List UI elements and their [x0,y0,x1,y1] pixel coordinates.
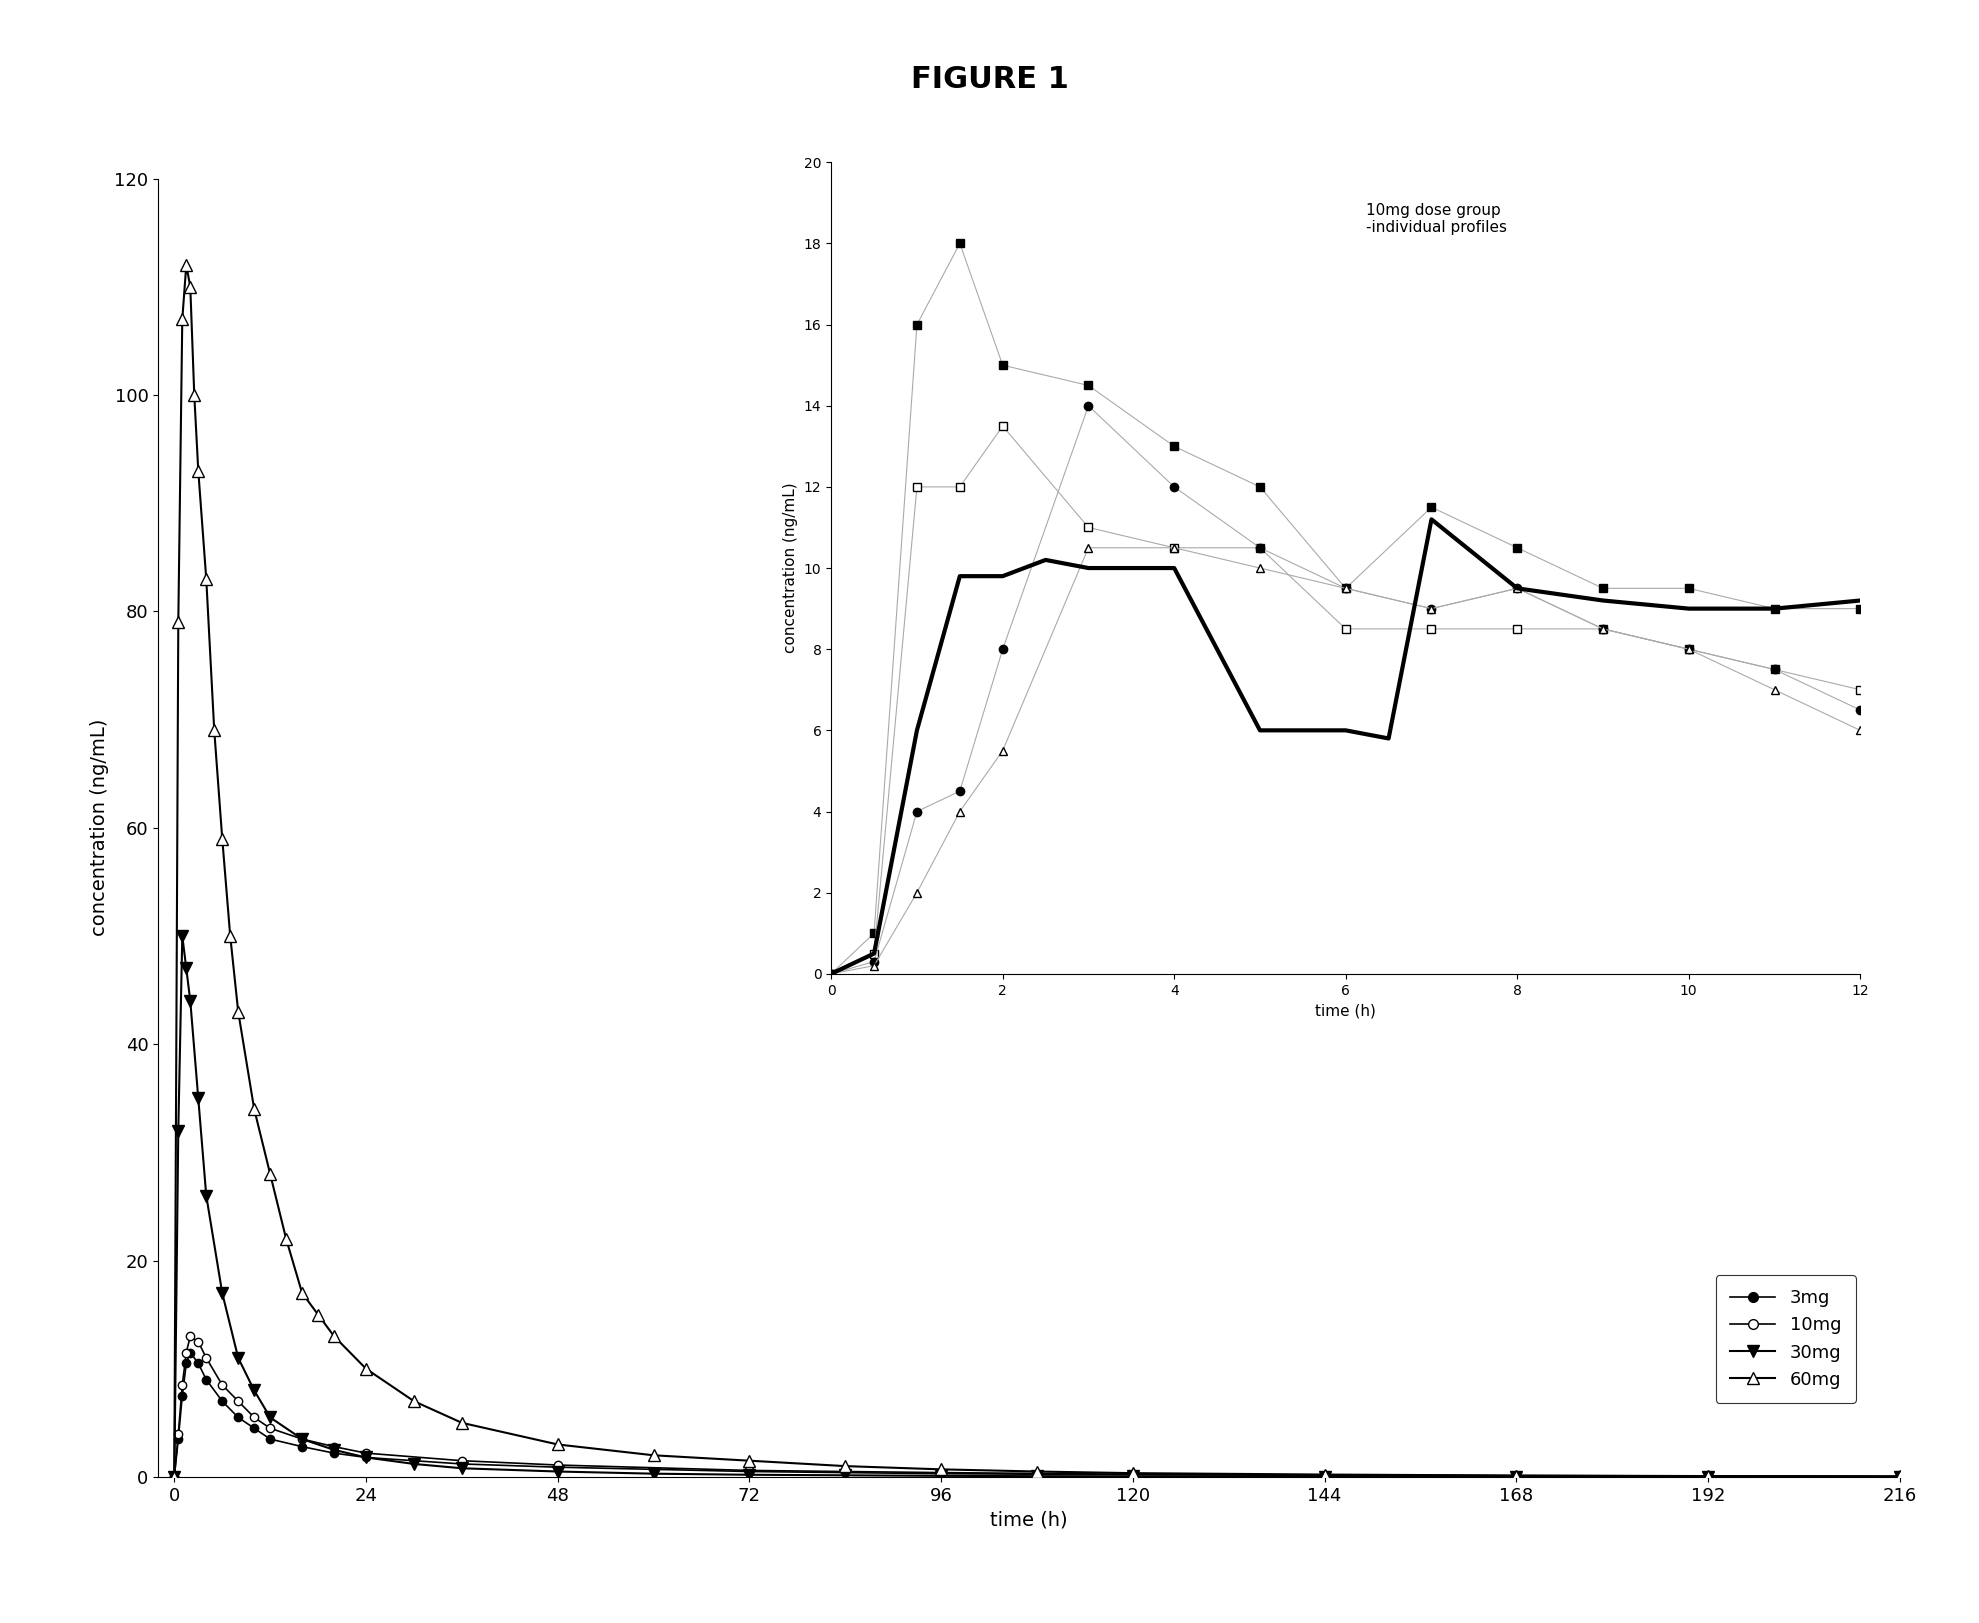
Text: 10mg dose group
-individual profiles: 10mg dose group -individual profiles [1366,203,1508,235]
Y-axis label: concentration (ng/mL): concentration (ng/mL) [784,482,798,654]
X-axis label: time (h): time (h) [1316,1003,1375,1018]
X-axis label: time (h): time (h) [990,1511,1069,1529]
Legend: 3mg, 10mg, 30mg, 60mg: 3mg, 10mg, 30mg, 60mg [1716,1276,1856,1402]
Y-axis label: concentration (ng/mL): concentration (ng/mL) [89,719,109,936]
Text: FIGURE 1: FIGURE 1 [910,65,1069,94]
